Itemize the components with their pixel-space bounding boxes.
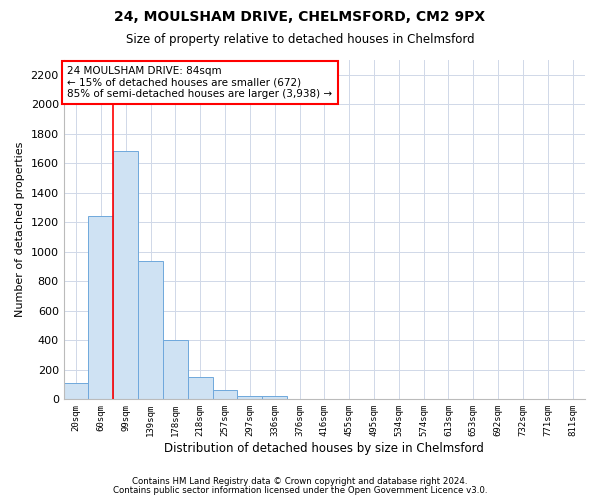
Bar bbox=[212, 390, 238, 400]
Text: 24 MOULSHAM DRIVE: 84sqm
← 15% of detached houses are smaller (672)
85% of semi-: 24 MOULSHAM DRIVE: 84sqm ← 15% of detach… bbox=[67, 66, 332, 99]
Text: Size of property relative to detached houses in Chelmsford: Size of property relative to detached ho… bbox=[125, 32, 475, 46]
Text: Contains HM Land Registry data © Crown copyright and database right 2024.: Contains HM Land Registry data © Crown c… bbox=[132, 477, 468, 486]
X-axis label: Distribution of detached houses by size in Chelmsford: Distribution of detached houses by size … bbox=[164, 442, 484, 455]
Bar bbox=[113, 152, 138, 400]
Text: 24, MOULSHAM DRIVE, CHELMSFORD, CM2 9PX: 24, MOULSHAM DRIVE, CHELMSFORD, CM2 9PX bbox=[115, 10, 485, 24]
Bar bbox=[163, 340, 188, 400]
Bar bbox=[262, 396, 287, 400]
Bar bbox=[188, 377, 212, 400]
Y-axis label: Number of detached properties: Number of detached properties bbox=[15, 142, 25, 318]
Bar bbox=[88, 216, 113, 400]
Bar bbox=[64, 383, 88, 400]
Text: Contains public sector information licensed under the Open Government Licence v3: Contains public sector information licen… bbox=[113, 486, 487, 495]
Bar bbox=[238, 396, 262, 400]
Bar bbox=[138, 260, 163, 400]
